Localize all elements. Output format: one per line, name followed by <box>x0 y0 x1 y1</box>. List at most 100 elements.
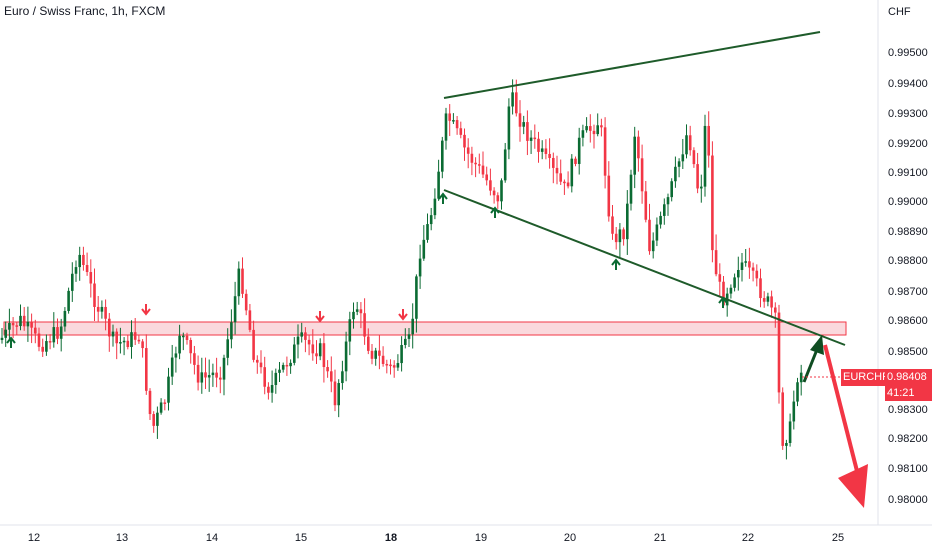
candle <box>152 411 155 433</box>
candle-body <box>71 273 74 291</box>
candle-body <box>378 350 381 356</box>
candle-body <box>248 310 252 330</box>
candle <box>796 377 799 407</box>
candle-body <box>681 154 685 162</box>
candle-body <box>433 198 437 216</box>
candle <box>629 169 633 211</box>
candle <box>34 319 37 344</box>
candle-body <box>785 443 788 446</box>
price-tick-label: 0.98300 <box>888 404 928 416</box>
candle-body <box>207 375 211 378</box>
candle-body <box>677 161 681 167</box>
candle <box>685 124 688 159</box>
candle <box>100 300 104 319</box>
candle <box>48 334 52 350</box>
candle-body <box>759 278 762 299</box>
candle <box>167 367 170 411</box>
candle-body <box>322 343 326 368</box>
candle-body <box>455 120 459 129</box>
candle-body <box>581 130 585 138</box>
candle <box>548 138 551 169</box>
candle <box>614 226 618 250</box>
candle-body <box>389 364 392 367</box>
candle <box>600 118 603 137</box>
time-tick-label: 21 <box>654 532 666 544</box>
candle-body <box>418 258 422 277</box>
candle-body <box>59 326 63 339</box>
candle-body <box>41 346 44 352</box>
candle-body <box>385 363 389 366</box>
candle-body <box>259 362 263 368</box>
candle-body <box>48 341 52 343</box>
candle-body <box>407 334 411 339</box>
candle-body <box>459 128 463 135</box>
candle <box>45 334 48 356</box>
time-tick-label: 22 <box>742 532 754 544</box>
candle <box>633 126 636 189</box>
candle <box>474 157 477 178</box>
candle-body <box>300 332 303 337</box>
candle-body <box>600 125 603 128</box>
candle <box>478 153 481 174</box>
candle-body <box>119 342 122 344</box>
candle <box>367 328 370 355</box>
candle <box>774 302 777 328</box>
candle <box>426 213 429 243</box>
candle-body <box>466 147 470 154</box>
candle <box>733 273 736 292</box>
candle <box>589 114 592 143</box>
candle-body <box>152 414 155 426</box>
candle <box>659 211 662 229</box>
time-axis[interactable]: 12 13 14 15 18 19 20 21 22 25 <box>0 524 932 544</box>
resistance-arrow-icon <box>315 311 325 323</box>
candle <box>318 338 322 361</box>
candle <box>67 287 70 314</box>
candle-body <box>381 355 385 364</box>
candle <box>688 125 692 156</box>
arrow-head <box>718 296 728 304</box>
candle-body <box>629 174 633 204</box>
candle-body <box>370 350 374 359</box>
candle-body <box>503 149 507 181</box>
candle-body <box>485 174 488 181</box>
candle <box>566 171 570 189</box>
candle <box>163 399 167 411</box>
candle-body <box>15 325 19 327</box>
candle <box>89 259 93 298</box>
candle-body <box>722 281 725 306</box>
candle <box>219 366 222 394</box>
candle <box>392 360 396 378</box>
candle <box>281 362 285 373</box>
candle <box>381 346 385 367</box>
candle <box>156 406 159 439</box>
candle <box>189 337 192 364</box>
candle <box>655 217 659 247</box>
candle <box>692 147 696 168</box>
candle <box>233 281 237 335</box>
candle-body <box>67 290 70 311</box>
candle <box>119 327 122 354</box>
candle <box>193 345 196 375</box>
candle <box>304 327 307 353</box>
candle <box>744 249 747 267</box>
candle-body <box>0 337 4 340</box>
candle-body <box>770 296 773 308</box>
candle <box>466 138 470 169</box>
candle-body <box>611 216 614 234</box>
candle <box>237 261 241 305</box>
candle <box>522 115 525 135</box>
candle <box>437 159 440 201</box>
candle-body <box>692 150 696 165</box>
candle-body <box>703 125 707 187</box>
candle-body <box>326 367 329 372</box>
candle <box>766 292 770 307</box>
candle-body <box>585 126 588 131</box>
price-axis[interactable]: 0.99500 0.99400 0.99300 0.99200 0.99100 0.990… <box>877 0 928 525</box>
candle-body <box>352 311 355 320</box>
candle-body <box>45 341 48 352</box>
candle <box>215 357 218 388</box>
candle-body <box>56 327 59 339</box>
candle-body <box>518 113 522 127</box>
candle <box>607 161 611 222</box>
